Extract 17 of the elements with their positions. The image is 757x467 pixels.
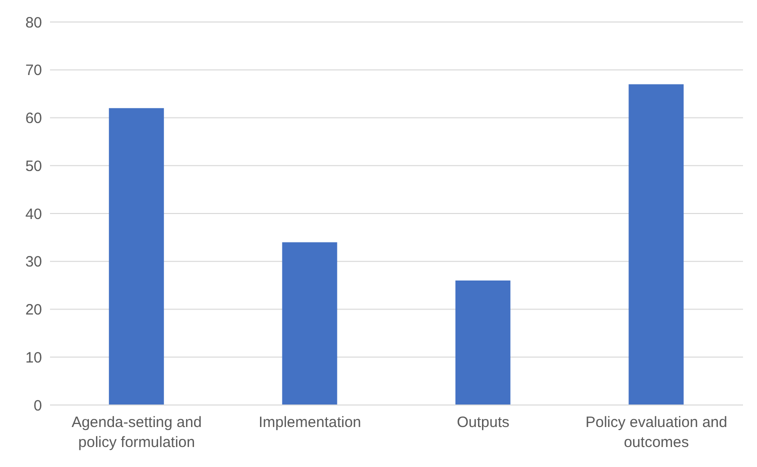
- y-tick-label: 0: [34, 397, 42, 414]
- bar: [108, 108, 164, 405]
- bar: [282, 242, 338, 405]
- y-tick-label: 60: [25, 110, 42, 128]
- bar: [628, 84, 684, 405]
- y-tick-label: 10: [25, 349, 42, 366]
- x-tick-label: Outputs: [456, 414, 510, 431]
- bar: [455, 280, 510, 405]
- x-tick-label: Implementation: [258, 414, 362, 431]
- y-tick-label: 40: [25, 206, 42, 223]
- y-tick-label: 30: [25, 254, 42, 271]
- y-tick-label: 50: [25, 158, 42, 175]
- x-tick-label: Agenda-setting and policy formulation: [72, 414, 202, 451]
- y-tick-label: 70: [25, 62, 42, 80]
- y-tick-label: 80: [25, 14, 42, 32]
- x-tick-label: Policy evaluation and outcomes: [585, 414, 728, 451]
- y-tick-label: 20: [25, 302, 42, 319]
